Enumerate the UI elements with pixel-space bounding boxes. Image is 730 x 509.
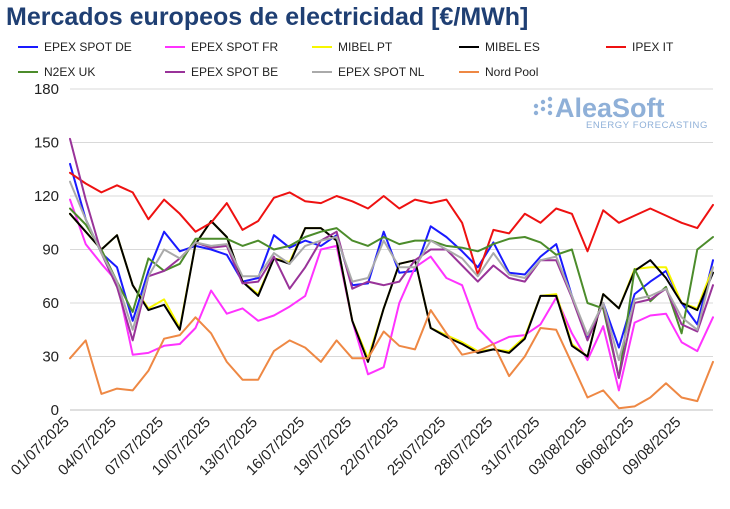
series-line-mibel-es (69, 212, 714, 363)
legend-item-epex-spot-de: EPEX SPOT DE (18, 40, 132, 54)
legend-label: MIBEL ES (485, 40, 540, 54)
watermark-brand: AleaSoft (555, 93, 665, 123)
legend: EPEX SPOT DE EPEX SPOT FR MIBEL PT MIBEL ES… (18, 40, 674, 79)
series-lines (69, 137, 714, 410)
series-line-nord-pool (69, 309, 714, 410)
series-line-epex-spot-nl (69, 180, 714, 362)
legend-label: MIBEL PT (338, 40, 393, 54)
legend-label: IPEX IT (632, 40, 674, 54)
legend-label: EPEX SPOT DE (44, 40, 132, 54)
legend-item-ipex-it: IPEX IT (606, 40, 674, 54)
y-tick-label: 150 (34, 135, 59, 152)
y-tick-label: 60 (42, 295, 59, 312)
legend-item-epex-spot-be: EPEX SPOT BE (165, 65, 278, 79)
legend-item-n2ex-uk: N2EX UK (18, 65, 95, 79)
legend-label: EPEX SPOT FR (191, 40, 278, 54)
series-line-epex-spot-fr (69, 198, 714, 392)
y-tick-label: 30 (42, 349, 59, 366)
legend-item-nord-pool: Nord Pool (459, 65, 538, 79)
aleasoft-watermark: AleaSoft ENERGY FORECASTING (533, 93, 708, 131)
legend-item-mibel-pt: MIBEL PT (312, 40, 393, 54)
watermark-tagline: ENERGY FORECASTING (586, 120, 708, 131)
legend-label: EPEX SPOT BE (191, 65, 278, 79)
y-tick-label: 0 (51, 402, 59, 419)
chart-title: Mercados europeos de electricidad [€/MWh… (6, 3, 529, 31)
y-tick-label: 90 (42, 242, 59, 259)
y-tick-label: 120 (34, 188, 59, 205)
y-tick-label: 180 (34, 81, 59, 98)
legend-item-epex-spot-fr: EPEX SPOT FR (165, 40, 278, 54)
legend-label: EPEX SPOT NL (338, 65, 425, 79)
legend-item-epex-spot-nl: EPEX SPOT NL (312, 65, 425, 79)
legend-item-mibel-es: MIBEL ES (459, 40, 540, 54)
gridlines (70, 88, 713, 357)
aleasoft-logo-icon (533, 96, 553, 116)
legend-label: N2EX UK (44, 65, 95, 79)
legend-label: Nord Pool (485, 65, 538, 79)
series-line-ipex-it (69, 171, 714, 276)
